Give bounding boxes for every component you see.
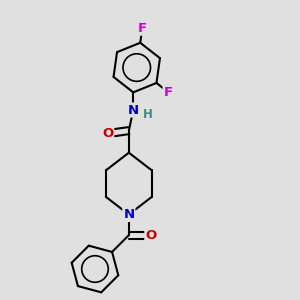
Text: F: F xyxy=(138,22,147,35)
Text: F: F xyxy=(164,85,172,98)
Text: N: N xyxy=(123,208,134,221)
Text: O: O xyxy=(102,127,113,140)
Text: O: O xyxy=(145,229,157,242)
Text: N: N xyxy=(128,103,139,116)
Text: H: H xyxy=(142,108,152,121)
